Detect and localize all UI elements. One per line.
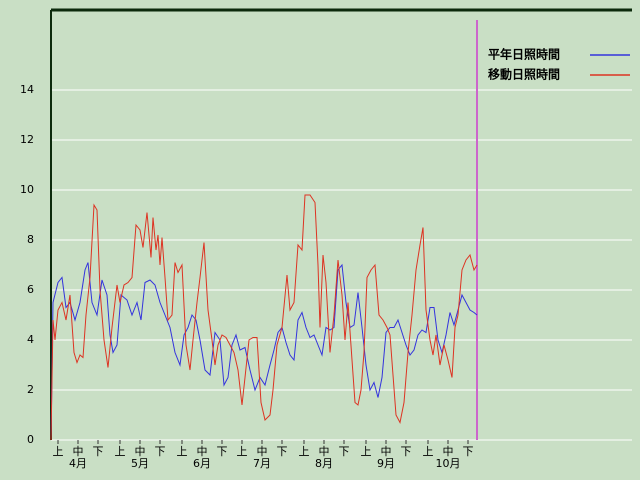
y-tick-label: 12 xyxy=(20,133,34,146)
x-tick-label: 中 xyxy=(319,445,330,458)
legend-label: 移動日照時間 xyxy=(488,67,560,82)
month-label: 10月 xyxy=(436,457,461,470)
x-tick-label: 上 xyxy=(361,445,372,458)
month-label: 5月 xyxy=(131,457,149,470)
month-label: 9月 xyxy=(377,457,395,470)
x-tick-label: 下 xyxy=(93,445,104,458)
x-tick-label: 上 xyxy=(53,445,64,458)
x-tick-label: 中 xyxy=(197,445,208,458)
y-tick-label: 14 xyxy=(20,83,34,96)
x-tick-label: 中 xyxy=(443,445,454,458)
y-tick-label: 4 xyxy=(27,333,34,346)
month-label: 6月 xyxy=(193,457,211,470)
x-tick-label: 下 xyxy=(401,445,412,458)
x-tick-label: 上 xyxy=(423,445,434,458)
y-tick-label: 0 xyxy=(27,433,34,446)
x-tick-label: 中 xyxy=(257,445,268,458)
y-tick-label: 10 xyxy=(20,183,34,196)
y-tick-label: 6 xyxy=(27,283,34,296)
y-tick-label: 8 xyxy=(27,233,34,246)
x-tick-label: 上 xyxy=(237,445,248,458)
series-line xyxy=(50,194,478,441)
x-tick-label: 上 xyxy=(299,445,310,458)
x-tick-label: 中 xyxy=(73,445,84,458)
month-label: 4月 xyxy=(69,457,87,470)
x-tick-label: 下 xyxy=(463,445,474,458)
legend-label: 平年日照時間 xyxy=(488,47,560,62)
x-tick-label: 下 xyxy=(277,445,288,458)
x-tick-label: 下 xyxy=(217,445,228,458)
x-tick-label: 中 xyxy=(135,445,146,458)
y-tick-label: 2 xyxy=(27,383,34,396)
x-tick-label: 中 xyxy=(381,445,392,458)
x-tick-label: 下 xyxy=(155,445,166,458)
x-tick-label: 上 xyxy=(115,445,126,458)
x-tick-label: 上 xyxy=(177,445,188,458)
x-tick-label: 下 xyxy=(339,445,350,458)
month-label: 8月 xyxy=(315,457,333,470)
month-label: 7月 xyxy=(253,457,271,470)
series-line xyxy=(50,262,478,441)
